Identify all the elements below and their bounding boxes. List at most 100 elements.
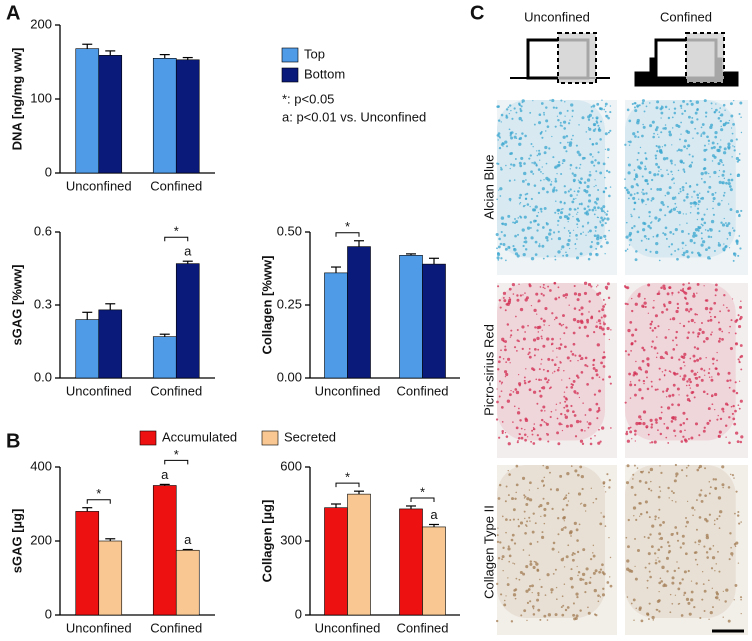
cell — [654, 388, 657, 391]
cell — [680, 133, 682, 135]
cell — [561, 613, 565, 617]
cell — [722, 486, 724, 489]
cell — [663, 375, 666, 377]
cell — [505, 485, 508, 488]
cell — [650, 385, 653, 388]
cell — [654, 314, 658, 318]
cell — [524, 438, 527, 442]
cell — [734, 381, 737, 384]
cell — [547, 379, 550, 382]
cell — [569, 359, 572, 362]
cell — [629, 430, 633, 434]
cell — [635, 607, 637, 610]
cell — [724, 109, 726, 111]
cell — [572, 198, 575, 201]
cell — [722, 124, 725, 127]
cell — [603, 321, 605, 323]
cell — [594, 569, 598, 573]
cell — [576, 319, 580, 324]
cell — [587, 223, 589, 225]
cell — [518, 161, 522, 165]
cell — [522, 294, 524, 296]
cell — [598, 325, 603, 330]
cell — [636, 191, 639, 195]
cell — [542, 294, 545, 297]
cell — [681, 241, 685, 245]
cell — [581, 487, 584, 491]
cell — [650, 345, 653, 348]
cell — [644, 305, 647, 309]
cell — [663, 286, 667, 290]
cell — [718, 175, 720, 178]
cell — [534, 205, 538, 209]
cell — [574, 469, 578, 473]
cell — [729, 346, 733, 351]
cell — [706, 208, 708, 210]
cell — [682, 324, 686, 328]
cell — [677, 603, 680, 605]
cell — [600, 512, 602, 514]
row-label: Alcian Blue — [481, 154, 496, 219]
cell — [645, 238, 648, 240]
cell — [666, 205, 669, 208]
legend-label: Secreted — [284, 429, 336, 444]
cell — [693, 372, 697, 376]
cell — [714, 294, 717, 297]
cell — [523, 381, 527, 385]
cell — [552, 572, 555, 575]
cell — [734, 545, 737, 548]
cell — [685, 244, 687, 247]
cell — [685, 182, 688, 185]
cell — [539, 394, 543, 398]
cell — [563, 520, 565, 522]
cell — [537, 211, 540, 214]
cell — [580, 202, 583, 205]
cell — [639, 146, 642, 149]
cell — [504, 348, 507, 352]
cell — [552, 541, 556, 545]
cell — [684, 139, 687, 143]
cell — [585, 131, 588, 133]
cell — [577, 574, 579, 577]
cell — [552, 372, 554, 374]
cell — [603, 314, 607, 318]
cell — [601, 563, 604, 567]
cell — [647, 552, 651, 556]
cell — [655, 144, 658, 148]
cell — [677, 210, 682, 215]
cell — [533, 161, 537, 165]
cell — [631, 309, 634, 313]
cell — [679, 224, 681, 226]
cell — [721, 337, 724, 341]
cell — [507, 106, 510, 108]
histology-image — [625, 100, 748, 275]
cell — [659, 523, 662, 527]
cell — [569, 188, 572, 191]
cell — [501, 222, 504, 225]
cell — [541, 244, 545, 248]
cell — [625, 235, 629, 239]
cell — [633, 225, 636, 228]
cell — [512, 562, 514, 564]
cell — [569, 168, 571, 170]
cell — [585, 234, 587, 236]
cell — [587, 231, 590, 233]
cell — [525, 589, 529, 593]
cell — [729, 208, 733, 211]
cell — [698, 493, 702, 497]
cell — [500, 216, 505, 220]
cell — [675, 475, 678, 478]
cell — [496, 252, 501, 257]
cell — [738, 407, 741, 410]
cell — [603, 322, 606, 326]
cell — [540, 210, 543, 213]
cell — [660, 545, 663, 549]
x-tick-label: Confined — [150, 620, 202, 635]
cell — [629, 383, 633, 387]
cell — [626, 559, 630, 563]
cell — [712, 196, 716, 201]
cell — [509, 152, 512, 155]
cell — [557, 442, 561, 446]
y-axis-label: Collagen [%ww] — [259, 256, 274, 355]
cell — [604, 253, 606, 255]
